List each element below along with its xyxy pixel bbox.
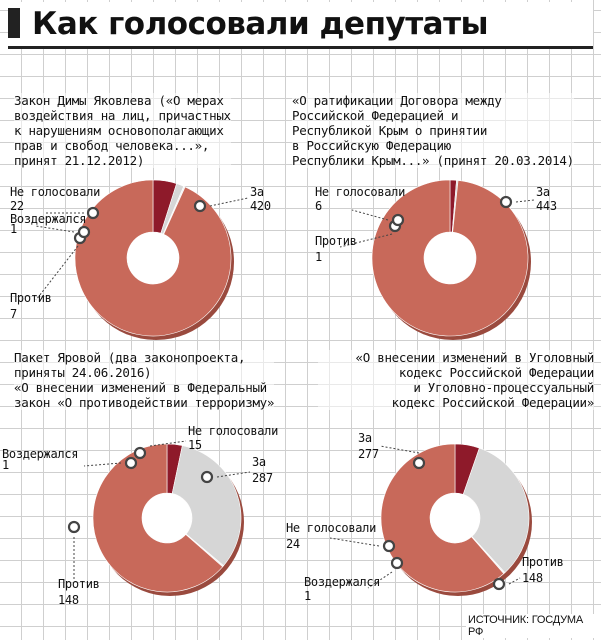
slice-value-protiv: 1 — [315, 250, 322, 264]
marker-dot — [193, 199, 207, 213]
slice-value-ne_gol: 22 — [10, 199, 24, 213]
heading-line: Закон Димы Яковлева («О мерах — [14, 93, 224, 108]
chart-4-heading: «О внесении изменений в Уголовный кодекс … — [318, 350, 594, 410]
leader-line — [515, 199, 535, 203]
heading-line: закон «О противодействии терроризму» — [14, 395, 275, 410]
marker-dot — [499, 195, 513, 209]
slice-value-ne_gol: 6 — [315, 199, 322, 213]
marker-dot — [382, 539, 396, 553]
marker-dot — [133, 446, 147, 460]
title-text: Как голосовали депутаты — [32, 6, 489, 42]
slice-label-za: За — [536, 185, 550, 199]
slice-label-ne_gol: Не голосовали — [188, 424, 278, 438]
slice-label-za: За — [250, 185, 264, 199]
donut-hole — [430, 493, 480, 543]
marker-dot — [412, 456, 426, 470]
heading-line: прав и свобод человека...», — [14, 138, 210, 153]
leader-line — [379, 445, 420, 454]
slice-value-za: 287 — [252, 471, 273, 485]
marker-dot — [492, 577, 506, 591]
heading-line: принят 21.12.2012) — [14, 153, 145, 168]
source-note: ИСТОЧНИК: ГОСДУМА РФ — [466, 614, 601, 638]
leader-line — [209, 197, 249, 207]
heading-line: и Уголовно-процессуальный — [413, 380, 594, 395]
leader-line — [367, 571, 393, 589]
leader-line — [35, 245, 79, 301]
slice-label-protiv: Против — [10, 291, 52, 305]
leader-line — [35, 225, 75, 233]
slice-label-za: За — [252, 455, 266, 469]
donut-hole — [142, 493, 192, 543]
slice-value-vozd: 1 — [2, 458, 9, 472]
slice-value-vozd: 1 — [10, 222, 17, 236]
heading-line: Республики Крым...» (принят 20.03.2014) — [292, 153, 574, 168]
slice-value-protiv: 148 — [522, 571, 543, 585]
heading-line: в Российскую Федерацию — [292, 138, 451, 153]
marker-dot — [67, 520, 81, 534]
chart-3-heading: Пакет Яровой (два законопроекта, приняты … — [14, 350, 274, 410]
heading-line: кодекс Российской Федерации» — [391, 395, 595, 410]
slice-label-vozd: Воздержался — [2, 447, 78, 461]
heading-line: к нарушениям основополагающих — [14, 123, 224, 138]
leader-line — [508, 577, 521, 585]
donut-hole — [127, 232, 179, 284]
marker-dot — [124, 456, 138, 470]
slice-label-vozd: Воздержался — [304, 575, 380, 589]
slice-label-za: За — [358, 431, 372, 445]
donut-hole — [424, 232, 476, 284]
chart-1-heading: Закон Димы Яковлева («О мерах воздействия… — [14, 93, 231, 168]
slice-value-za: 277 — [358, 447, 379, 461]
leader-line — [351, 209, 389, 221]
heading-line: Пакет Яровой (два законопроекта, — [14, 350, 246, 365]
marker-dot — [86, 206, 100, 220]
slice-label-protiv: Против — [315, 234, 357, 248]
slice-value-protiv: 7 — [10, 307, 17, 321]
heading-line: Российской Федерацией и — [292, 108, 459, 123]
heading-line: «О ратификации Договора между — [292, 93, 502, 108]
slice-label-protiv: Против — [58, 577, 100, 591]
chart-2-heading: «О ратификации Договора между Российской … — [292, 93, 574, 168]
leader-line — [339, 233, 393, 248]
heading-line: воздействия на лиц, причастных — [14, 108, 231, 123]
slice-value-ne_gol: 15 — [188, 438, 202, 452]
marker-dot — [77, 225, 91, 239]
slice-label-protiv: Против — [522, 555, 564, 569]
slice-value-ne_gol: 24 — [286, 537, 300, 551]
heading-line: кодекс Российской Федерации — [398, 365, 594, 380]
title-accent-bar — [8, 8, 20, 38]
heading-line: приняты 24.06.2016) — [14, 365, 152, 380]
leader-line — [329, 537, 380, 547]
slice-label-vozd: Воздержался — [10, 212, 86, 226]
marker-dot — [391, 213, 405, 227]
marker-dot — [200, 470, 214, 484]
leader-line — [216, 471, 251, 478]
slice-value-za: 443 — [536, 199, 557, 213]
slice-value-protiv: 148 — [58, 593, 79, 607]
heading-line: «О внесении изменений в Уголовный — [355, 350, 595, 365]
slice-value-za: 420 — [250, 199, 271, 213]
slice-label-ne_gol: Не голосовали — [10, 185, 100, 199]
heading-line: Республикой Крым о принятии — [292, 123, 488, 138]
marker-dot — [390, 556, 404, 570]
slice-label-ne_gol: Не голосовали — [315, 185, 405, 199]
slice-label-ne_gol: Не голосовали — [286, 521, 376, 535]
page-title: Как голосовали депутаты — [8, 2, 593, 49]
heading-line: «О внесении изменений в Федеральный — [14, 380, 267, 395]
slice-value-vozd: 1 — [304, 589, 311, 603]
